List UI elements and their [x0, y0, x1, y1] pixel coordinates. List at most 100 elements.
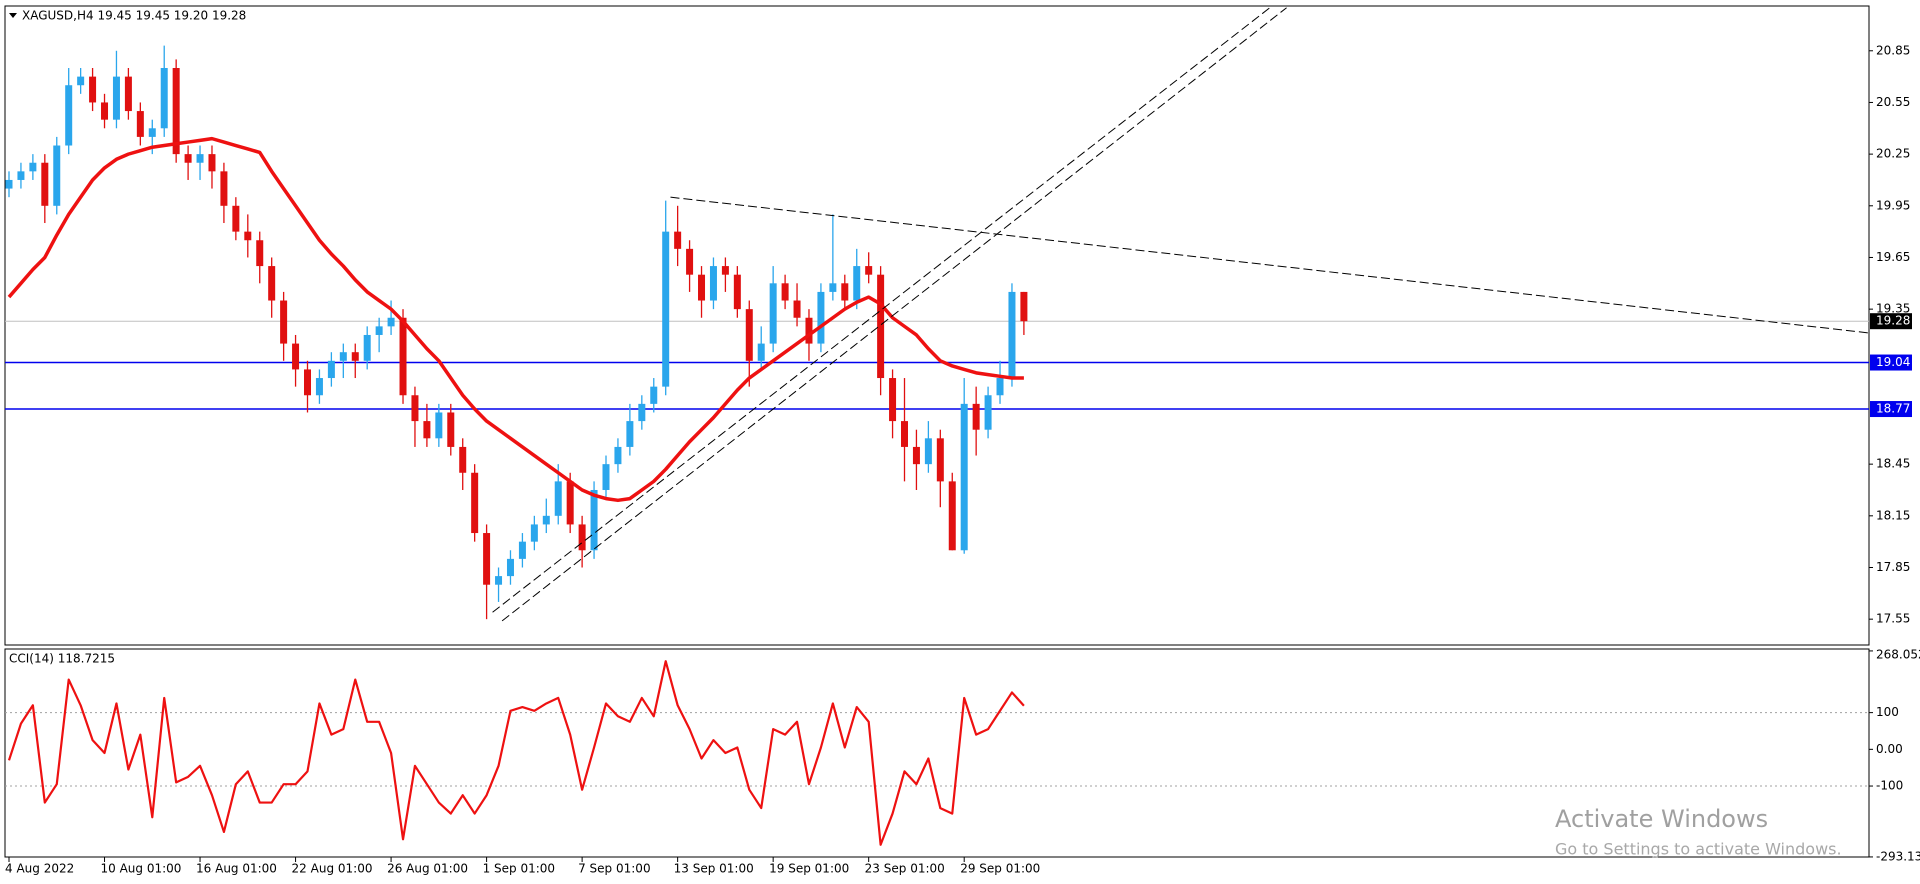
candle-body [208, 154, 216, 172]
price-label: 18.77 [1876, 402, 1910, 416]
y-tick-label: -100 [1876, 779, 1903, 793]
candle-body [280, 300, 288, 344]
candle-body [554, 481, 562, 516]
x-tick-label: 19 Sep 01:00 [769, 862, 849, 876]
trend-line [501, 7, 1287, 622]
candle-body [339, 352, 347, 361]
candle-body [662, 231, 670, 387]
candle-body [387, 317, 395, 327]
x-tick-label: 4 Aug 2022 [5, 862, 74, 876]
candle-body [709, 266, 717, 301]
candle-body [268, 266, 276, 301]
candle-body [960, 403, 968, 551]
x-tick-label: 26 Aug 01:00 [387, 862, 468, 876]
y-tick-label: -293.138 [1876, 849, 1920, 863]
candle-body [124, 76, 132, 112]
candle-body [256, 240, 264, 267]
candle-body [315, 378, 323, 396]
candle-body [757, 343, 765, 361]
candle-body [721, 266, 729, 275]
y-tick-label: 100 [1876, 705, 1899, 719]
y-tick-label: 19.35 [1876, 302, 1910, 316]
candle-body [793, 300, 801, 318]
x-tick-label: 16 Aug 01:00 [196, 862, 277, 876]
candle-body [638, 403, 646, 422]
candle-body [506, 558, 514, 577]
candle-body [733, 274, 741, 310]
candle-body [172, 68, 180, 155]
y-tick-label: 19.65 [1876, 250, 1910, 264]
candle-body [578, 524, 586, 551]
candle-body [411, 395, 419, 422]
y-tick-label: 17.85 [1876, 560, 1910, 574]
candle-body [614, 446, 622, 465]
candle-body [483, 533, 491, 585]
moving-average [7, 136, 1024, 503]
price-label-box [1870, 354, 1912, 371]
y-tick-label: 20.55 [1876, 95, 1910, 109]
x-tick-label: 13 Sep 01:00 [674, 862, 754, 876]
price-panel [4, 5, 1870, 646]
candle-body [244, 231, 252, 241]
watermark-title: Activate Windows [1555, 805, 1768, 833]
x-tick-label: 1 Sep 01:00 [483, 862, 555, 876]
candle-body [148, 128, 156, 137]
x-tick-label: 22 Aug 01:00 [292, 862, 373, 876]
cci-header: CCI(14) 118.7215 [9, 652, 115, 666]
y-tick-label: 268.052 [1876, 648, 1920, 662]
candle-body [41, 162, 49, 206]
candle-body [542, 515, 550, 525]
candle-body [901, 421, 908, 447]
candle-body [626, 421, 634, 447]
candle-body [232, 205, 240, 232]
price-plot [5, 7, 1869, 622]
candle-body [984, 395, 992, 430]
y-tick-label: 20.25 [1876, 147, 1910, 161]
candle-body [53, 145, 61, 206]
candle-body [674, 231, 682, 249]
y-tick-label: 0.00 [1876, 742, 1903, 756]
candle-body [363, 334, 371, 361]
candle-body [745, 309, 753, 361]
last-price-label: 19.28 [1876, 314, 1910, 328]
candle-body [996, 378, 1004, 396]
candle-body [602, 464, 610, 490]
x-tick-label: 23 Sep 01:00 [865, 862, 945, 876]
candle-body [292, 343, 300, 370]
candle-body [650, 386, 658, 404]
candle-body [327, 360, 335, 379]
candle-body [65, 85, 73, 146]
y-tick-label: 18.15 [1876, 508, 1910, 522]
price-label: 19.04 [1876, 355, 1910, 369]
candle-body [530, 524, 538, 542]
candle-body [399, 317, 407, 396]
candle-body [518, 541, 526, 559]
candle-body [220, 171, 228, 206]
candle-body [817, 291, 825, 344]
trend-line [492, 7, 1271, 613]
candle-body [17, 171, 25, 180]
price-label-box [1870, 401, 1912, 418]
candle-body [877, 274, 885, 379]
candle-body [1008, 291, 1016, 379]
candle-body [805, 317, 813, 344]
candle-body [112, 76, 120, 120]
candle-body [435, 412, 443, 439]
candle-body [686, 248, 694, 275]
y-tick-label: 18.45 [1876, 457, 1910, 471]
candle-body [423, 421, 431, 439]
watermark-subtitle: Go to Settings to activate Windows. [1555, 840, 1842, 859]
candle-body [101, 102, 109, 120]
candle-body [471, 472, 479, 534]
candle-body [351, 352, 359, 361]
cci-panel [4, 648, 1870, 858]
candle-body [184, 154, 192, 163]
candle-body [1020, 291, 1028, 322]
candle-body [304, 369, 311, 396]
candle-body [375, 326, 383, 335]
collapse-icon[interactable] [9, 13, 17, 18]
candle-body [29, 162, 37, 172]
candle-body [5, 179, 13, 189]
candle-body [841, 283, 849, 301]
